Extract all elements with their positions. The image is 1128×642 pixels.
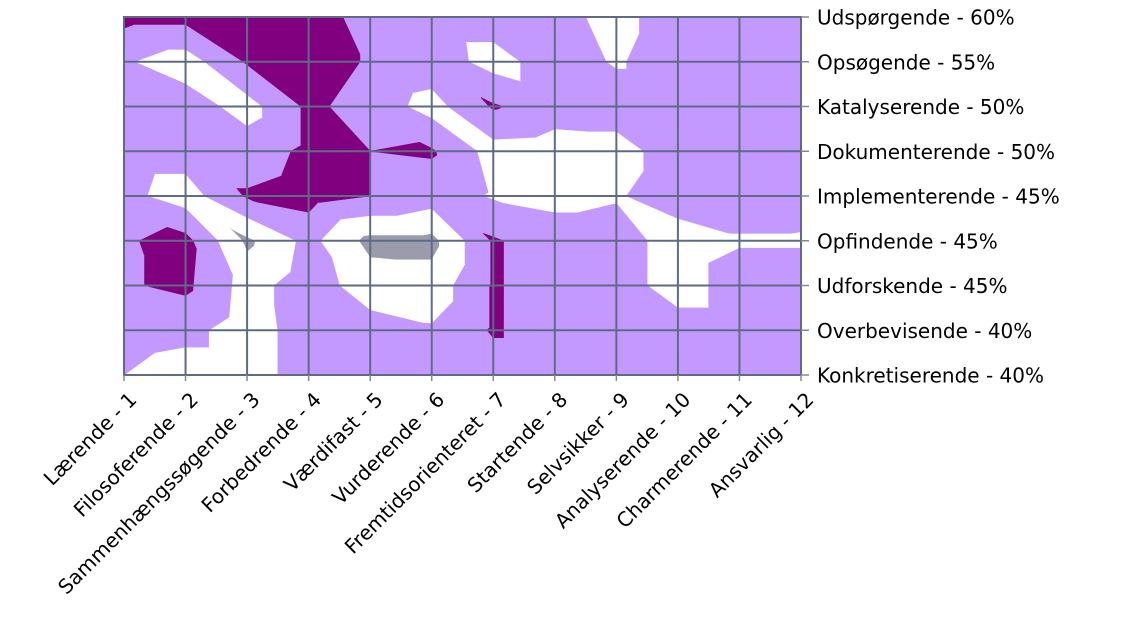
series-label: Overbevisende - 40% <box>817 319 1032 343</box>
series-label: Dokumenterende - 50% <box>817 140 1055 164</box>
x-tick-label: Ansvarlig - 12 <box>704 387 819 502</box>
series-label: Implementerende - 45% <box>817 185 1060 209</box>
x-tick-label: Vurderende - 6 <box>327 387 449 509</box>
surface-patch <box>123 16 186 25</box>
series-label: Udspørgende - 60% <box>817 6 1015 30</box>
surface-patch <box>300 106 309 152</box>
series-label: Udforskende - 45% <box>817 274 1008 298</box>
surface-patch <box>738 240 802 249</box>
surface-patch <box>492 284 504 331</box>
series-label: Konkretiserende - 40% <box>817 364 1044 388</box>
surface-patch <box>492 240 504 286</box>
surface-patch <box>739 232 802 242</box>
series-label: Opfindende - 45% <box>817 229 998 253</box>
series-label: Katalyserende - 50% <box>817 95 1024 119</box>
series-label: Opsøgende - 55% <box>817 50 995 74</box>
